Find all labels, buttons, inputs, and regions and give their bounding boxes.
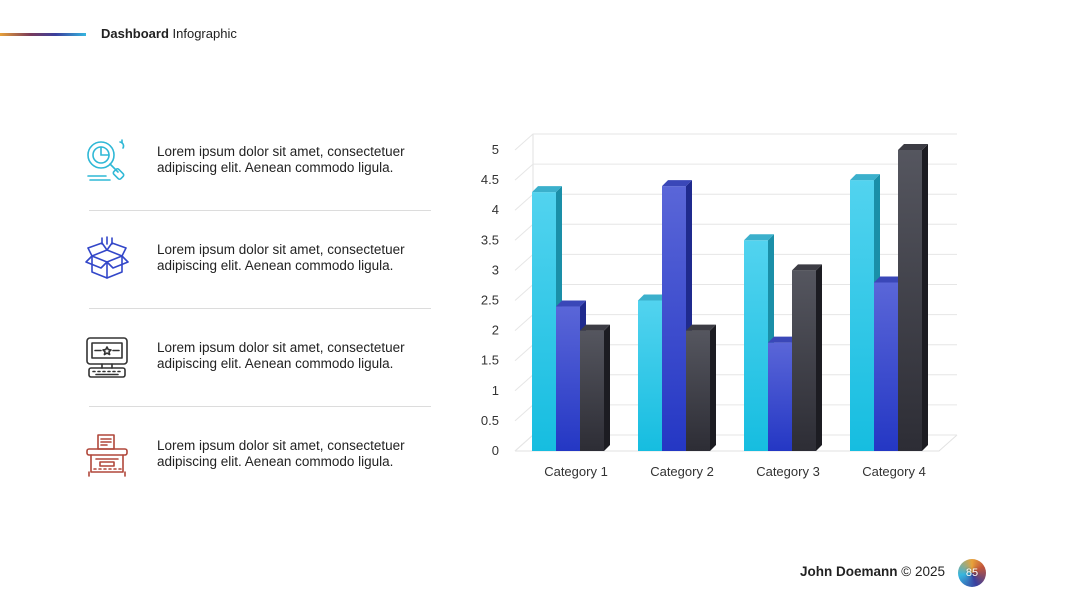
page-title-bold: Dashboard <box>101 26 169 41</box>
y-tick-label: 4.5 <box>481 172 499 187</box>
list-item: Lorem ipsum dolor sit amet, consectetuer… <box>84 424 431 522</box>
y-tick-label: 2 <box>492 323 499 338</box>
bar <box>898 150 922 451</box>
monitor-keyboard-icon <box>86 337 128 378</box>
gridline <box>514 223 957 241</box>
bar <box>580 330 604 451</box>
list-item-text: Lorem ipsum dolor sit amet, consectetuer… <box>157 144 405 175</box>
bar-top <box>532 186 562 193</box>
bar <box>556 306 580 451</box>
bar-top <box>850 174 880 181</box>
bar-top <box>638 294 668 301</box>
feature-list: Lorem ipsum dolor sit amet, consectetuer… <box>84 130 431 522</box>
divider <box>89 308 431 309</box>
divider <box>89 406 431 407</box>
x-tick-label: Category 2 <box>650 464 714 479</box>
y-tick-label: 2.5 <box>481 293 499 308</box>
bar-side <box>710 324 716 451</box>
author-name: John Doemann <box>800 564 898 579</box>
bar <box>662 186 686 451</box>
bar-side <box>604 324 610 451</box>
gridline <box>514 163 957 181</box>
copyright-text: © 2025 <box>897 564 945 579</box>
bar-top <box>580 324 610 331</box>
page-title: Dashboard Infographic <box>101 26 237 41</box>
gridline <box>514 133 957 151</box>
gridline <box>514 193 957 211</box>
bar <box>874 282 898 451</box>
bar <box>638 300 662 451</box>
bar <box>768 342 792 451</box>
bar <box>744 240 768 451</box>
list-item: Lorem ipsum dolor sit amet, consectetuer… <box>84 130 431 228</box>
list-item: Lorem ipsum dolor sit amet, consectetuer… <box>84 326 431 424</box>
bar-top <box>686 324 716 331</box>
x-tick-label: Category 4 <box>862 464 926 479</box>
analytics-magnifier-icon <box>87 139 125 181</box>
bar-top <box>556 300 586 307</box>
y-tick-label: 1.5 <box>481 353 499 368</box>
list-item-text: Lorem ipsum dolor sit amet, consectetuer… <box>157 242 405 273</box>
y-tick-label: 0 <box>492 443 499 458</box>
list-item: Lorem ipsum dolor sit amet, consectetuer… <box>84 228 431 326</box>
x-tick-label: Category 3 <box>756 464 820 479</box>
page-number-badge: 85 <box>958 559 986 587</box>
bar-top <box>792 264 822 271</box>
page-title-rest: Infographic <box>168 26 237 41</box>
divider <box>89 210 431 211</box>
footer-credit: John Doemann © 2025 <box>800 564 945 579</box>
list-item-text: Lorem ipsum dolor sit amet, consectetuer… <box>157 340 405 371</box>
y-tick-label: 4 <box>492 202 499 217</box>
bar <box>792 270 816 451</box>
y-tick-label: 0.5 <box>481 413 499 428</box>
bar <box>532 192 556 451</box>
open-box-icon <box>85 236 129 279</box>
bar-side <box>922 144 928 451</box>
bar-chart: 0 0.5 1 1.5 2 2.5 3 3.5 4 4.5 5 Category 1 Category… <box>481 133 958 479</box>
bar-side <box>816 264 822 451</box>
y-tick-label: 1 <box>492 383 499 398</box>
bar-top <box>898 144 928 150</box>
y-tick-label: 3 <box>492 262 499 277</box>
x-tick-label: Category 1 <box>544 464 608 479</box>
bar <box>686 330 710 451</box>
bar-top <box>744 234 774 241</box>
typewriter-icon <box>86 434 128 477</box>
bar <box>850 180 874 451</box>
bar-top <box>874 276 904 283</box>
bar-top <box>662 180 692 187</box>
list-item-text: Lorem ipsum dolor sit amet, consectetuer… <box>157 438 405 469</box>
gridline <box>514 253 957 271</box>
y-tick-label: 3.5 <box>481 232 499 247</box>
header-accent-line <box>0 33 86 36</box>
y-tick-label: 5 <box>492 142 499 157</box>
bar-top <box>768 336 798 343</box>
page-number: 85 <box>965 567 979 579</box>
